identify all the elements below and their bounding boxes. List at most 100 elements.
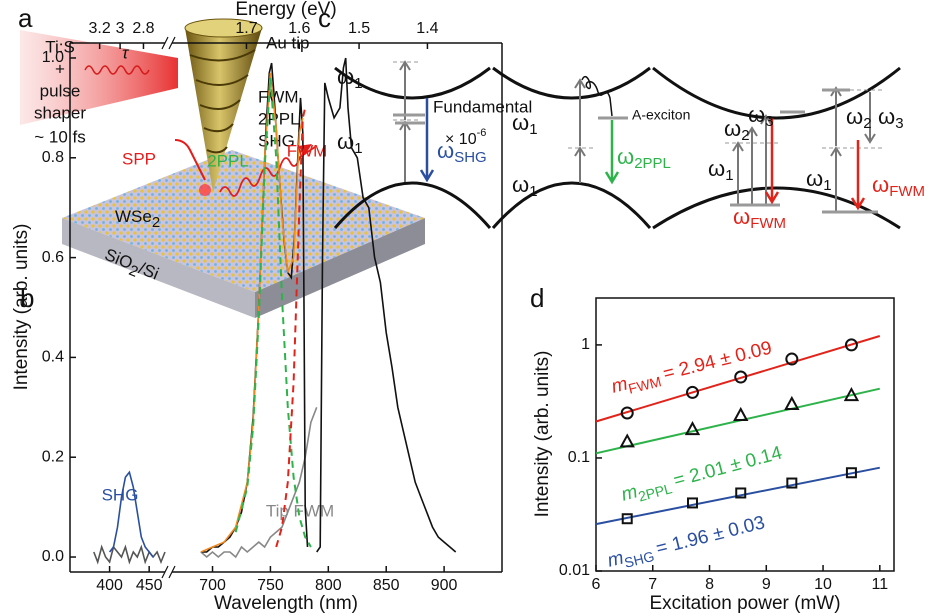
omega-sub: 2 (863, 115, 871, 132)
substrate-side (62, 218, 255, 318)
source-text: pulse (40, 81, 81, 100)
x2-tick-label: 3 (116, 20, 125, 37)
omega-label: ω1 (512, 172, 538, 200)
x-tick-label: 6 (592, 576, 601, 593)
x-tick-label: 10 (814, 576, 832, 593)
levels (393, 88, 878, 214)
au-tip (185, 28, 262, 192)
fit-annotation: m2PPL= 2.01 ± 0.14 (619, 442, 785, 508)
omega-label: ωFWM (733, 204, 786, 232)
omega-label: ω1 (708, 156, 734, 184)
panel-label: c (318, 3, 331, 33)
omega-label: ωFWM (872, 172, 925, 200)
x-tick-label: 800 (315, 577, 342, 594)
y-tick-label: 0.2 (42, 448, 64, 465)
omega-label: ω2 (846, 104, 872, 132)
process-label: FWM (258, 87, 299, 106)
y-tick-label: 0.6 (42, 249, 64, 266)
data-point (684, 421, 701, 436)
omega-sub: FWM (889, 183, 925, 200)
source-text: + (55, 59, 65, 78)
omega: ω (748, 102, 765, 127)
omega: ω (872, 172, 889, 197)
x2-tick-label: 1.4 (416, 20, 438, 37)
omega-sub: 1 (354, 140, 362, 157)
data-point (621, 513, 633, 525)
data-point (620, 406, 634, 420)
spp-label: SPP (122, 149, 156, 168)
band (491, 66, 652, 229)
fit-symbol: m (609, 374, 629, 398)
data-point (845, 467, 857, 479)
x-tick-label: 700 (199, 577, 226, 594)
x2-tick-label: 3.2 (89, 20, 111, 37)
fit-annotation: mFWM= 2.94 ± 0.09 (609, 338, 774, 401)
data-point (784, 395, 800, 411)
scale-note-text: × 10 (445, 131, 477, 148)
omega: ω (806, 166, 823, 191)
source-text: ~ 10 fs (34, 127, 86, 146)
sample-label: WSe2 (115, 207, 160, 230)
omega: ω (724, 116, 741, 141)
x2-tick-label: 2.8 (132, 20, 154, 37)
omega-sub: 1 (823, 177, 831, 194)
x2-tick-label: 1.6 (288, 20, 310, 37)
laser-beam (20, 30, 178, 125)
omega-label: ω1 (512, 110, 538, 138)
panel-label: d (530, 283, 544, 313)
omega: ω (512, 110, 529, 135)
x-tick-label: 900 (431, 577, 458, 594)
omega-label: ωSHG (437, 138, 487, 166)
x-tick-label: 9 (762, 576, 771, 593)
omega-sub: 3 (895, 115, 903, 132)
panel-c: c (318, 3, 901, 230)
y-tick-label: 0.1 (568, 449, 590, 466)
source-text: Ti:S (45, 37, 75, 56)
data-point (685, 385, 699, 399)
series-label: Fundamental (433, 97, 532, 116)
spp-arrow (174, 139, 206, 181)
pulse-wave (84, 65, 150, 75)
scale-note-exp: -6 (477, 127, 487, 139)
data-point (735, 487, 747, 499)
source-text: shaper (34, 103, 86, 122)
shg-arrow (419, 98, 435, 183)
emission-wave (219, 146, 316, 197)
x-tick-label: 7 (648, 576, 657, 593)
x-tick-label: 8 (705, 576, 714, 593)
omega-sub: 1 (529, 121, 537, 138)
process-label: 2PPL (258, 109, 300, 128)
omega-label: ω3 (878, 104, 904, 132)
panel-label: b (20, 283, 34, 313)
omega: ω (512, 172, 529, 197)
fit-subscript: FWM (627, 373, 663, 397)
data-point (686, 497, 698, 509)
fit-subscript: 2PPL (636, 480, 673, 504)
sample-text: WSe (115, 207, 152, 226)
y-tick-label: 0.0 (42, 548, 64, 565)
omega: ω (617, 144, 634, 169)
tip-ridges (189, 49, 256, 154)
axis-break (161, 36, 176, 579)
fit-line (595, 466, 880, 526)
series-label: 2PPL (207, 151, 249, 170)
omega: ω (733, 204, 750, 229)
x-tick-label: 750 (257, 577, 284, 594)
y-tick-label: 1 (581, 336, 590, 353)
exciton-label: A-exciton (632, 107, 690, 123)
omega-sub: 1 (354, 75, 362, 92)
relaxation (581, 76, 613, 117)
band (333, 66, 492, 229)
x2-tick-label: 1.5 (348, 20, 370, 37)
scale-note: × 10-6 (445, 127, 486, 148)
omega: ω (337, 64, 354, 89)
fit-subscript: SHG (623, 548, 656, 571)
spectrum-line (108, 470, 154, 558)
sample-sub: 2 (152, 214, 160, 231)
omega-sub: 1 (725, 167, 733, 184)
series-label: SHG (102, 485, 139, 504)
omega: ω (708, 156, 725, 181)
omega-sub: FWM (750, 215, 786, 232)
sample-surface (62, 150, 425, 292)
